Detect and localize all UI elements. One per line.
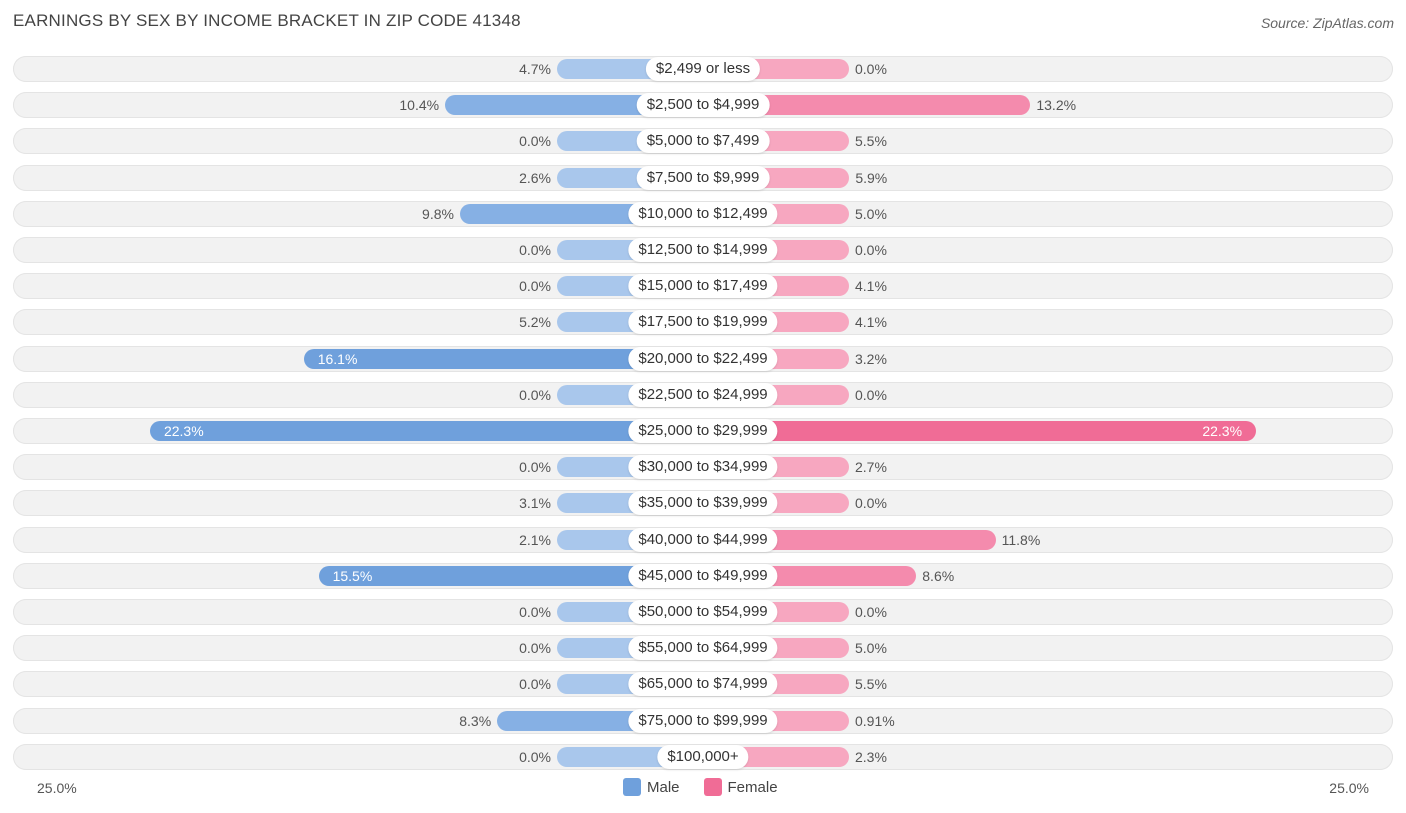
category-label: $12,500 to $14,999 [628, 238, 778, 262]
category-label: $55,000 to $64,999 [628, 636, 778, 661]
value-label-male: 0.0% [519, 604, 551, 620]
legend-label-female: Female [727, 778, 778, 796]
category-label: $22,500 to $24,999 [628, 382, 778, 407]
value-label-female: 2.3% [855, 748, 887, 765]
value-label-female: 0.0% [855, 604, 887, 620]
legend-label-male: Male [647, 778, 680, 796]
value-label-male: 2.1% [519, 531, 551, 548]
category-label: $65,000 to $74,999 [628, 672, 778, 697]
value-label-female: 5.5% [855, 676, 887, 693]
value-label-male: 0.0% [519, 133, 551, 150]
axis-label-left: 25.0% [37, 780, 77, 796]
value-label-female: 5.9% [855, 169, 888, 186]
value-label-female: 11.8% [1001, 531, 1041, 548]
value-label-male: 3.1% [519, 495, 551, 512]
value-label-male: 16.1% [317, 350, 358, 367]
value-label-male: 15.5% [332, 567, 373, 584]
value-label-female: 4.1% [855, 314, 887, 331]
value-label-male: 0.0% [519, 459, 551, 476]
value-label-male: 0.0% [519, 242, 551, 258]
value-label-female: 5.0% [855, 640, 887, 657]
category-label: $2,499 or less [645, 57, 761, 81]
source-label: Source: ZipAtlas.com [1260, 15, 1394, 31]
value-label-female: 22.3% [1202, 423, 1243, 439]
category-label: $7,500 to $9,999 [636, 165, 770, 190]
bar-male[interactable] [149, 421, 703, 441]
category-label: $75,000 to $99,999 [628, 708, 778, 733]
legend: Male Female [623, 778, 778, 796]
value-label-male: 2.6% [519, 169, 551, 186]
category-label: $30,000 to $34,999 [628, 455, 778, 480]
category-label: $5,000 to $7,499 [636, 129, 770, 154]
value-label-female: 5.0% [855, 205, 887, 222]
legend-item-male[interactable]: Male [623, 778, 680, 796]
category-label: $10,000 to $12,499 [628, 201, 778, 226]
value-label-male: 5.2% [519, 314, 551, 331]
value-label-female: 2.7% [855, 459, 887, 476]
bar-female[interactable] [703, 95, 1031, 116]
value-label-female: 0.91% [855, 712, 895, 729]
legend-item-female[interactable]: Female [703, 778, 778, 796]
value-label-female: 0.0% [855, 61, 887, 77]
value-label-male: 0.0% [519, 386, 551, 403]
bar-male[interactable] [303, 348, 703, 369]
category-label: $20,000 to $22,499 [628, 346, 778, 371]
category-label: $25,000 to $29,999 [628, 419, 778, 443]
value-label-male: 0.0% [519, 640, 551, 657]
legend-swatch-male [623, 778, 641, 796]
value-label-female: 8.6% [922, 567, 955, 584]
value-label-female: 0.0% [855, 242, 887, 258]
category-label: $15,000 to $17,499 [628, 274, 778, 299]
value-label-female: 4.1% [855, 278, 887, 295]
legend-swatch-female [703, 778, 722, 796]
category-label: $100,000+ [657, 744, 749, 769]
chart-title: EARNINGS BY SEX BY INCOME BRACKET IN ZIP… [13, 11, 521, 30]
category-label: $17,500 to $19,999 [628, 310, 778, 335]
axis-label-right: 25.0% [1329, 780, 1369, 796]
value-label-male: 9.8% [422, 205, 454, 222]
category-label: $45,000 to $49,999 [628, 563, 778, 588]
category-label: $35,000 to $39,999 [628, 491, 778, 516]
bar-female[interactable] [703, 421, 1257, 441]
bar-male[interactable] [318, 565, 703, 586]
category-label: $40,000 to $44,999 [628, 527, 778, 552]
value-label-male: 10.4% [399, 97, 440, 114]
category-label: $2,500 to $4,999 [636, 93, 770, 118]
value-label-female: 3.2% [855, 350, 887, 367]
value-label-male: 22.3% [163, 423, 204, 439]
value-label-male: 0.0% [519, 278, 551, 295]
value-label-female: 0.0% [855, 386, 887, 403]
value-label-male: 4.7% [519, 61, 551, 77]
value-label-female: 0.0% [855, 495, 887, 512]
value-label-male: 0.0% [519, 748, 551, 765]
value-label-male: 0.0% [519, 676, 551, 693]
value-label-female: 13.2% [1036, 97, 1077, 114]
category-label: $50,000 to $54,999 [628, 600, 778, 624]
value-label-female: 5.5% [855, 133, 887, 150]
value-label-male: 8.3% [459, 712, 492, 729]
